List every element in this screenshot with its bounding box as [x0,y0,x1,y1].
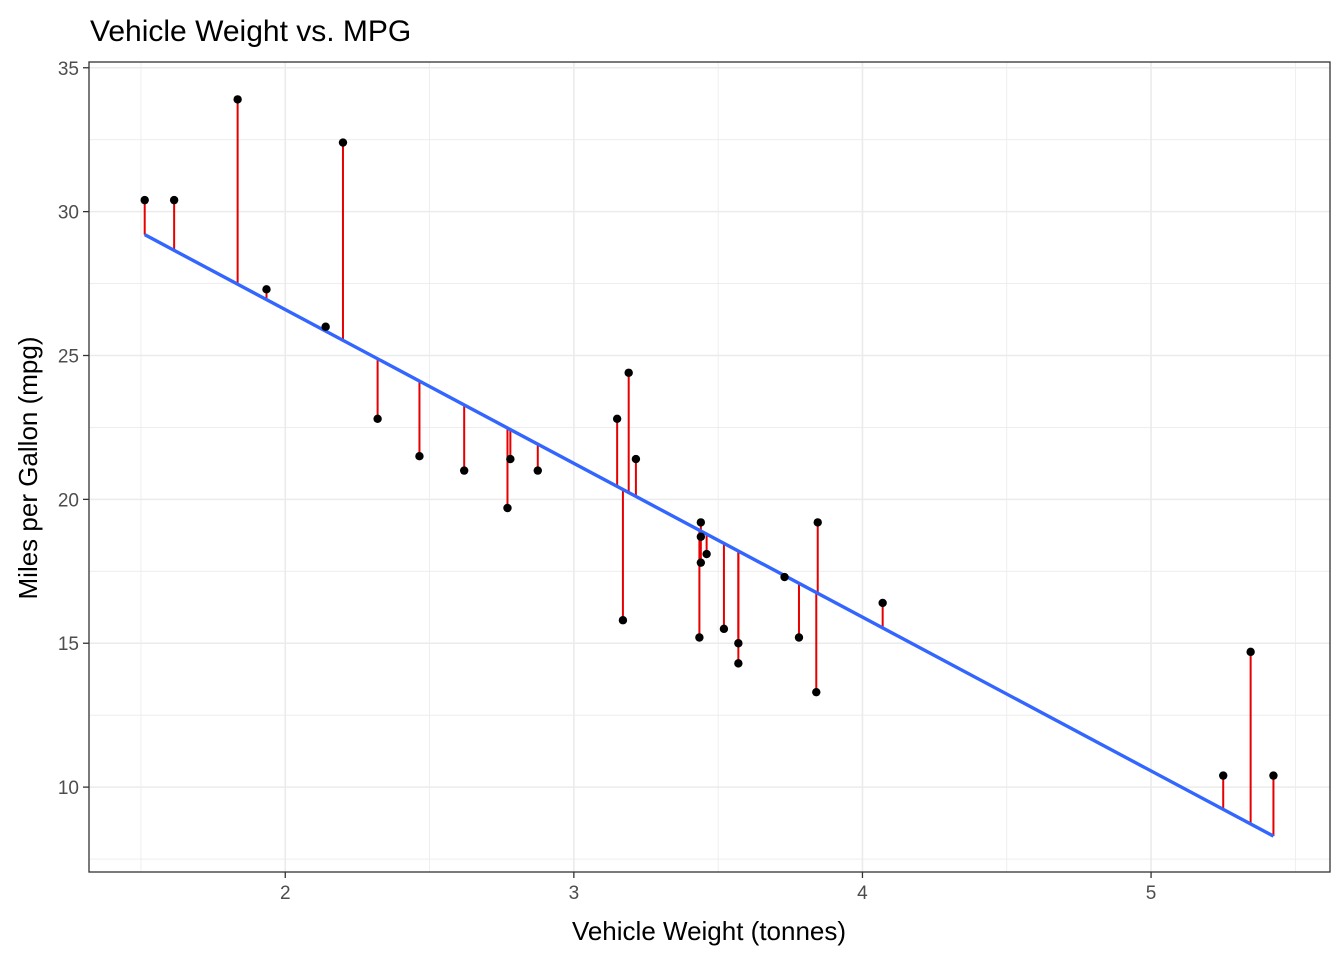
data-point [813,518,822,527]
y-axis-title: Miles per Gallon (mpg) [13,337,43,600]
data-point [631,454,641,464]
y-tick-label: 20 [58,490,79,511]
data-point [812,687,821,697]
fit-line [143,233,1275,838]
data-point [696,532,706,541]
x-tick-label: 4 [857,883,868,904]
points [140,95,1278,780]
data-point [233,95,242,104]
data-point [506,454,515,464]
y-tick-label: 25 [58,346,79,367]
x-tick-label: 5 [1146,883,1157,904]
panel-border [88,61,1331,873]
grid [89,62,1330,872]
data-point [702,549,711,559]
data-point [1269,771,1278,780]
data-point [696,558,706,567]
data-point [415,452,424,461]
y-tick-label: 10 [58,778,79,799]
data-point [140,195,149,205]
residuals [143,99,1275,837]
data-point [169,195,179,205]
y-tick-label: 15 [58,634,79,655]
data-point [734,659,743,668]
data-point [878,598,887,608]
data-point [373,414,382,424]
data-point [1246,647,1255,657]
data-point [321,322,330,331]
data-point [612,414,622,424]
x-tick-label: 2 [280,883,291,904]
x-tick-label: 3 [569,883,580,904]
chart-title: Vehicle Weight vs. MPG [90,15,411,48]
data-point [1219,771,1228,780]
fit-line-layer [143,233,1275,838]
data-point [624,368,633,377]
y-tick-label: 35 [58,59,79,80]
data-point [338,138,348,147]
data-point [262,285,271,294]
data-point [794,633,804,642]
data-point [503,503,512,513]
data-point [618,616,628,625]
data-point [533,466,542,475]
y-tick-label: 30 [58,203,79,224]
data-point [459,466,469,475]
axis-ticks: 2 3 4 5 10 15 20 25 30 35 [58,59,1156,904]
data-point [734,639,743,648]
data-point [695,633,704,642]
x-axis-title: Vehicle Weight (tonnes) [572,916,846,946]
data-point [696,518,706,527]
data-point [719,624,729,634]
data-point [780,572,789,582]
